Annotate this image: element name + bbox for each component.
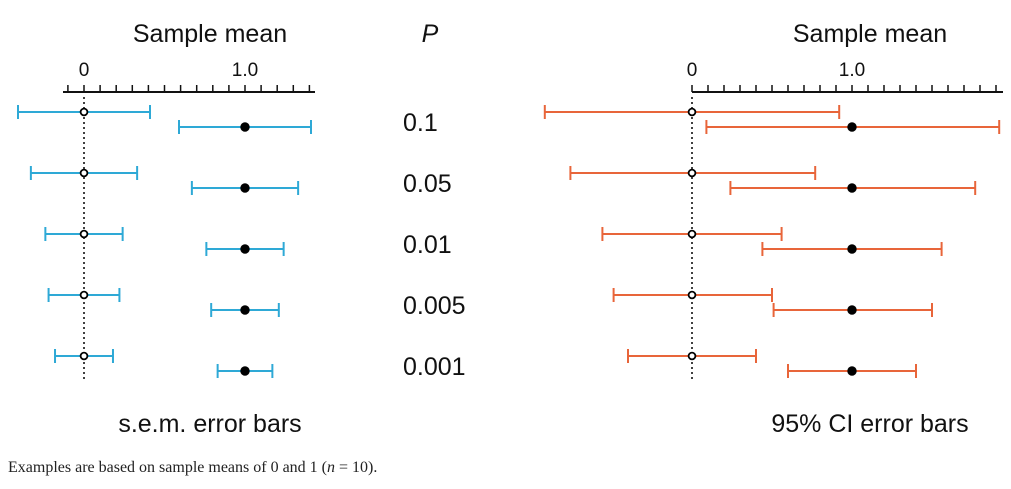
ci-mean-point-filled xyxy=(847,183,857,193)
ci-mean-point-open xyxy=(687,290,697,300)
sem-mean-point-filled xyxy=(240,366,250,376)
figure-caption: Examples are based on sample means of 0 … xyxy=(8,459,377,477)
ci-mean-point-open xyxy=(687,229,697,239)
sem-mean-point-filled xyxy=(240,244,250,254)
sem-mean-point-filled xyxy=(240,305,250,315)
sem-tick-label: 0 xyxy=(79,60,90,81)
ci-tick-label: 0 xyxy=(687,60,698,81)
sem-mean-point-open xyxy=(79,290,89,300)
sem-mean-point-filled xyxy=(240,183,250,193)
error-bar-figure: Sample mean 0 1.0 s.e.m. error bars Sample m… xyxy=(16,20,1003,438)
ci-tick-label: 1.0 xyxy=(839,60,865,81)
p-value-label: 0.005 xyxy=(403,292,466,320)
p-value-label: 0.01 xyxy=(403,231,452,259)
sem-mean-point-open xyxy=(79,107,89,117)
ci-mean-point-open xyxy=(687,107,697,117)
sem-mean-point-open xyxy=(79,351,89,361)
ci-mean-point-filled xyxy=(847,366,857,376)
sem-mean-point-open xyxy=(79,168,89,178)
sem-axis-title: Sample mean xyxy=(133,20,287,48)
sem-panel-caption: s.e.m. error bars xyxy=(118,410,301,438)
caption-text-before: Examples are based on sample means of 0 … xyxy=(8,459,328,476)
ci-axis-title: Sample mean xyxy=(793,20,947,48)
sem-tick-label: 1.0 xyxy=(232,60,258,81)
p-value-label: 0.05 xyxy=(403,170,452,198)
caption-text-after: = 10). xyxy=(335,459,378,476)
p-value-label: 0.001 xyxy=(403,353,466,381)
ci-panel-caption: 95% CI error bars xyxy=(771,410,968,438)
ci-mean-point-filled xyxy=(847,122,857,132)
sem-mean-point-filled xyxy=(240,122,250,132)
caption-n-symbol: n xyxy=(327,459,336,476)
p-value-header: P xyxy=(422,20,439,48)
ci-mean-point-open xyxy=(687,351,697,361)
sem-mean-point-open xyxy=(79,229,89,239)
ci-mean-point-filled xyxy=(847,305,857,315)
p-value-label: 0.1 xyxy=(403,109,438,137)
ci-mean-point-open xyxy=(687,168,697,178)
ci-mean-point-filled xyxy=(847,244,857,254)
